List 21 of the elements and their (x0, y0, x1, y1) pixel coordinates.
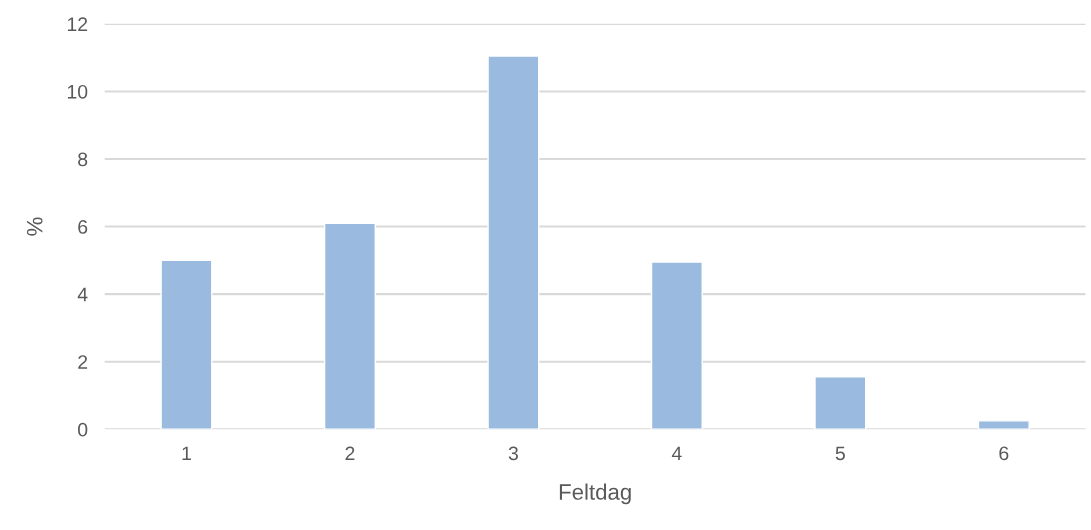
x-axis-title: Feltdag (559, 483, 631, 505)
y-tick-label: 12 (67, 17, 88, 31)
x-tick-label: 5 (835, 446, 845, 461)
x-tick-label: 3 (508, 446, 518, 461)
bar (650, 261, 703, 430)
y-axis-title: % (26, 217, 43, 236)
y-tick-label: 0 (78, 422, 88, 437)
bar (160, 259, 213, 430)
bar (323, 222, 376, 430)
bar (814, 376, 867, 430)
y-tick-label: 4 (77, 287, 88, 302)
y-tick-label: 2 (78, 355, 88, 369)
y-tick-label: 10 (67, 84, 88, 99)
bar (977, 420, 1030, 430)
bar (487, 55, 540, 430)
x-tick-label: 4 (671, 446, 682, 461)
x-tick-label: 1 (182, 446, 191, 461)
y-tick-label: 8 (78, 152, 88, 167)
x-tick-label: 2 (345, 446, 355, 461)
x-tick-label: 6 (999, 446, 1009, 461)
y-tick-label: 6 (78, 220, 88, 234)
